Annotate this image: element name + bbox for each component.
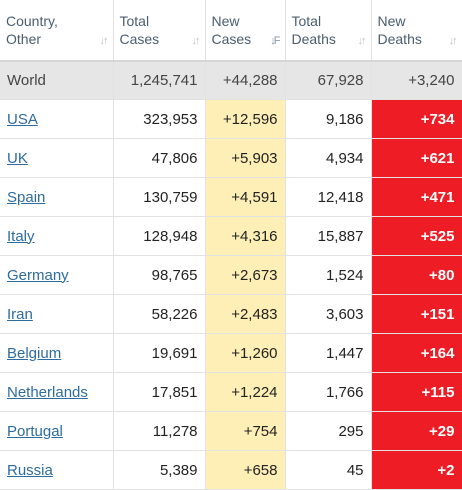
header-label: New Deaths (377, 13, 422, 47)
total-deaths-cell: 1,447 (285, 333, 372, 373)
header-label: Total Deaths (291, 13, 336, 47)
header-row: Country, Other ↓↑ Total Cases ↓↑ New Cases… (0, 0, 462, 62)
country-link[interactable]: Italy (7, 227, 35, 245)
total-deaths-cell: 67,928 (285, 61, 372, 100)
table-row: Spain 130,759 +4,591 12,418 +471 (0, 177, 462, 217)
total-cases-cell: 58,226 (113, 294, 206, 334)
country-link[interactable]: Belgium (7, 344, 62, 362)
table-row: Belgium 19,691 +1,260 1,447 +164 (0, 333, 462, 373)
header-label: New Cases (211, 13, 252, 47)
country-cell: Portugal (0, 411, 114, 451)
country-cell: Germany (0, 255, 114, 295)
new-deaths-cell: +3,240 (371, 61, 462, 100)
total-cases-cell: 5,389 (113, 450, 206, 490)
total-cases-cell: 323,953 (113, 99, 206, 139)
table-row: Germany 98,765 +2,673 1,524 +80 (0, 255, 462, 295)
new-cases-cell: +1,224 (205, 372, 286, 412)
new-cases-cell: +4,316 (205, 216, 286, 256)
total-cases-cell: 19,691 (113, 333, 206, 373)
header-total-deaths[interactable]: Total Deaths ↓↑ (285, 0, 372, 62)
sort-icon[interactable]: ↓↑ (99, 35, 109, 47)
country-link[interactable]: Germany (7, 266, 69, 284)
new-deaths-cell: +2 (371, 450, 462, 490)
country-link[interactable]: Portugal (7, 422, 63, 440)
new-cases-cell: +754 (205, 411, 286, 451)
country-cell: Netherlands (0, 372, 114, 412)
table-row: Italy 128,948 +4,316 15,887 +525 (0, 216, 462, 256)
country-link[interactable]: Netherlands (7, 383, 88, 401)
table-row: Iran 58,226 +2,483 3,603 +151 (0, 294, 462, 334)
total-cases-cell: 130,759 (113, 177, 206, 217)
new-cases-cell: +4,591 (205, 177, 286, 217)
sort-icon[interactable]: ↓↑ (357, 35, 367, 47)
world-row: World 1,245,741 +44,288 67,928 +3,240 (0, 61, 462, 100)
total-deaths-cell: 1,524 (285, 255, 372, 295)
header-country[interactable]: Country, Other ↓↑ (0, 0, 114, 62)
country-cell: Iran (0, 294, 114, 334)
total-cases-cell: 17,851 (113, 372, 206, 412)
total-deaths-cell: 15,887 (285, 216, 372, 256)
new-cases-cell: +658 (205, 450, 286, 490)
total-cases-cell: 98,765 (113, 255, 206, 295)
country-cell: USA (0, 99, 114, 139)
table-row: Portugal 11,278 +754 295 +29 (0, 411, 462, 451)
total-deaths-cell: 45 (285, 450, 372, 490)
total-cases-cell: 128,948 (113, 216, 206, 256)
new-deaths-cell: +471 (371, 177, 462, 217)
country-link[interactable]: Iran (7, 305, 33, 323)
new-deaths-cell: +164 (371, 333, 462, 373)
total-deaths-cell: 12,418 (285, 177, 372, 217)
new-deaths-cell: +115 (371, 372, 462, 412)
table-row: USA 323,953 +12,596 9,186 +734 (0, 99, 462, 139)
total-deaths-cell: 3,603 (285, 294, 372, 334)
new-cases-cell: +2,483 (205, 294, 286, 334)
total-deaths-cell: 4,934 (285, 138, 372, 178)
header-total-cases[interactable]: Total Cases ↓↑ (113, 0, 206, 62)
header-new-cases[interactable]: New Cases ↓F (205, 0, 286, 62)
total-deaths-cell: 1,766 (285, 372, 372, 412)
country-cell: Spain (0, 177, 114, 217)
table-row: Russia 5,389 +658 45 +2 (0, 450, 462, 490)
new-cases-cell: +2,673 (205, 255, 286, 295)
new-cases-cell: +12,596 (205, 99, 286, 139)
new-deaths-cell: +29 (371, 411, 462, 451)
total-deaths-cell: 9,186 (285, 99, 372, 139)
country-link[interactable]: UK (7, 149, 28, 167)
header-label: Total Cases (119, 13, 160, 47)
table-row: UK 47,806 +5,903 4,934 +621 (0, 138, 462, 178)
new-cases-cell: +44,288 (205, 61, 286, 100)
new-deaths-cell: +80 (371, 255, 462, 295)
header-label: Country, Other (6, 13, 58, 47)
new-deaths-cell: +151 (371, 294, 462, 334)
new-deaths-cell: +525 (371, 216, 462, 256)
new-deaths-cell: +621 (371, 138, 462, 178)
country-link[interactable]: USA (7, 110, 38, 128)
country-cell: Russia (0, 450, 114, 490)
sort-icon[interactable]: ↓↑ (191, 35, 201, 47)
country-link[interactable]: Spain (7, 188, 46, 206)
new-deaths-cell: +734 (371, 99, 462, 139)
new-cases-cell: +1,260 (205, 333, 286, 373)
sort-desc-icon[interactable]: ↓F (270, 35, 280, 47)
country-cell: Belgium (0, 333, 114, 373)
country-link[interactable]: Russia (7, 461, 53, 479)
table-row: Netherlands 17,851 +1,224 1,766 +115 (0, 372, 462, 412)
header-new-deaths[interactable]: New Deaths ↓↑ (371, 0, 462, 62)
total-cases-cell: 47,806 (113, 138, 206, 178)
new-cases-cell: +5,903 (205, 138, 286, 178)
country-cell: Italy (0, 216, 114, 256)
country-cell: UK (0, 138, 114, 178)
total-cases-cell: 1,245,741 (113, 61, 206, 100)
country-cell: World (0, 61, 114, 100)
total-deaths-cell: 295 (285, 411, 372, 451)
total-cases-cell: 11,278 (113, 411, 206, 451)
sort-icon[interactable]: ↓↑ (448, 35, 458, 47)
